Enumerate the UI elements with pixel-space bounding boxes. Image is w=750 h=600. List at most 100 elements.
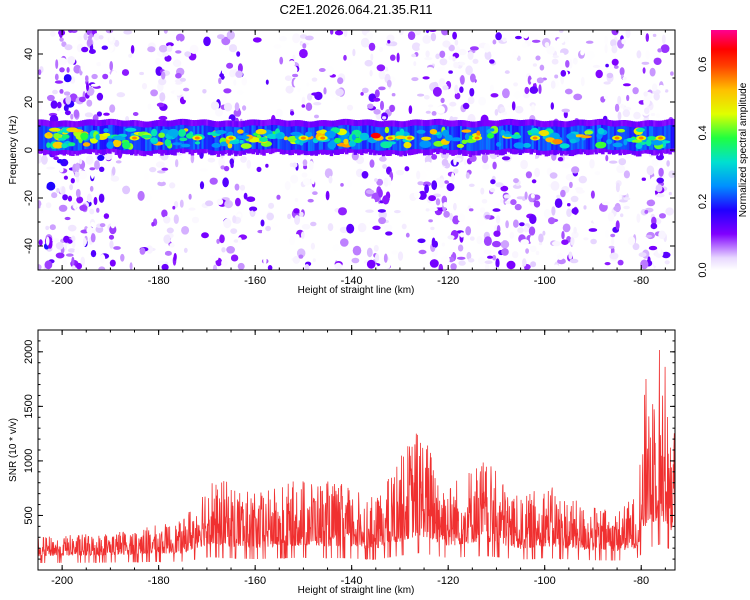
spectrogram-speckle: [524, 191, 528, 200]
snr-xlabel: Height of straight line (km): [298, 585, 415, 596]
spectrogram-speckle: [530, 78, 537, 84]
spectrogram-speckle: [44, 260, 53, 270]
spectrogram-speckle: [353, 95, 359, 102]
spectrogram-speckle: [90, 170, 95, 179]
spectrogram-hotspot-core: [638, 136, 644, 140]
spectrogram-speckle: [41, 155, 48, 165]
spectrogram-speckle: [411, 53, 416, 58]
spectrogram-speckle: [234, 102, 240, 112]
spectrogram-speckle: [216, 198, 224, 205]
spectrogram-speckle: [312, 191, 318, 196]
spectrogram-speckle: [310, 221, 317, 227]
spectrogram-speckle: [129, 262, 133, 270]
spectrogram-band-mid: [66, 126, 71, 151]
spectrogram-speckle: [332, 244, 340, 252]
spectrogram-speckle: [82, 237, 87, 247]
spectrogram-speckle: [202, 89, 207, 94]
spectrogram-speckle: [66, 67, 70, 73]
spectrogram-speckle: [610, 233, 616, 238]
spectrogram-speckle: [45, 225, 50, 231]
spectrogram-band-blob: [151, 128, 158, 137]
spectrogram-band-mid: [49, 127, 53, 151]
spectrogram-speckle: [423, 161, 433, 172]
spectrogram-speckle: [387, 176, 392, 186]
spectrogram-speckle: [293, 78, 302, 88]
spectrogram-speckle: [90, 83, 100, 87]
spectrogram-speckle: [383, 224, 393, 232]
spectrogram-speckle: [604, 229, 610, 239]
spectrogram-speckle: [646, 165, 655, 176]
spectrogram-speckle: [207, 157, 216, 163]
spectrogram-speckle: [165, 42, 174, 47]
spectrogram-speckle: [376, 178, 384, 186]
spectrogram-speckle: [237, 63, 243, 73]
spectrogram-speckle: [311, 92, 320, 96]
spectrogram-band-mid: [212, 127, 216, 151]
colorbar: 0.0 0.2 0.4 0.6 Normalized spectral amplitu…: [697, 30, 749, 278]
spectrogram-speckle: [79, 204, 88, 212]
colorbar-tick-label: 0.0: [697, 262, 709, 277]
spectrogram-speckle: [411, 42, 421, 51]
spectrogram-speckle: [492, 39, 497, 45]
spectrogram-speckle: [163, 234, 171, 244]
spectrogram-speckle: [105, 43, 114, 53]
spectrogram-band-blob: [52, 133, 61, 139]
spectrogram-speckle: [55, 242, 64, 250]
spectrogram-speckle: [290, 111, 295, 116]
spectrogram-band-blob: [635, 127, 645, 133]
snr-series-line: [38, 349, 675, 564]
spectrogram-ylabel: Frequency (Hz): [8, 116, 19, 185]
spectrogram-speckle: [550, 80, 556, 89]
spectrogram-speckle: [163, 30, 168, 34]
spectrogram-speckle: [167, 47, 172, 51]
spectrogram-speckle: [449, 101, 457, 107]
spectrogram-speckle: [292, 33, 301, 44]
spectrogram-speckle: [645, 234, 653, 238]
spectrogram-speckle: [561, 108, 570, 113]
spectrogram-speckle: [199, 181, 205, 190]
colorbar-tick-label: 0.2: [697, 194, 709, 209]
spectrogram-speckle: [85, 155, 94, 165]
spectrogram-speckle: [241, 77, 247, 86]
spectrogram-speckle: [369, 159, 375, 168]
spectrogram-speckle: [627, 236, 636, 246]
spectrogram-band-blob: [503, 133, 513, 137]
spectrogram-band-blob: [510, 134, 522, 139]
spectrogram-speckle: [385, 231, 393, 236]
spectrogram-speckle: [394, 210, 401, 214]
spectrogram-speckle: [551, 206, 556, 216]
spectrogram-speckle: [223, 165, 230, 172]
spectrogram-speckle: [218, 157, 226, 167]
spectrogram-speckle: [436, 106, 445, 114]
spectrogram-speckle: [299, 48, 308, 59]
spectrogram-speckle: [513, 82, 519, 87]
spectrogram-speckle: [495, 182, 504, 188]
spectrogram-speckle: [618, 158, 627, 166]
spectrogram-speckle: [655, 193, 665, 198]
spectrogram-speckle: [157, 170, 166, 174]
spectrogram-speckle: [444, 180, 449, 184]
spectrogram-speckle: [226, 30, 235, 40]
spectrogram-band-mid: [71, 127, 75, 151]
spectrogram-band-blob: [635, 142, 643, 150]
spectrogram-band-blob: [523, 142, 531, 148]
spectrogram-speckle: [99, 166, 105, 172]
spectrogram-speckle: [642, 67, 646, 74]
spectrogram-speckle: [240, 155, 247, 163]
spectrogram-speckle: [183, 94, 190, 101]
spectrogram-speckle: [56, 159, 64, 164]
spectrogram-band-blob: [125, 127, 137, 132]
spectrogram-band-blob: [66, 127, 79, 133]
spectrogram-speckle: [357, 222, 367, 233]
spectrogram-band-mid: [414, 125, 418, 149]
spectrogram-band-blob: [496, 142, 502, 147]
spectrogram-speckle: [289, 235, 295, 246]
spectrogram-speckle: [218, 77, 222, 85]
spectrogram-speckle: [91, 73, 98, 80]
spectrogram-speckle: [305, 102, 313, 112]
spectrogram-speckle: [261, 229, 266, 236]
spectrogram-speckle: [668, 191, 672, 196]
spectrogram-speckle: [644, 209, 649, 214]
spectrogram-speckle: [147, 103, 152, 110]
spectrogram-speckle: [49, 30, 56, 37]
